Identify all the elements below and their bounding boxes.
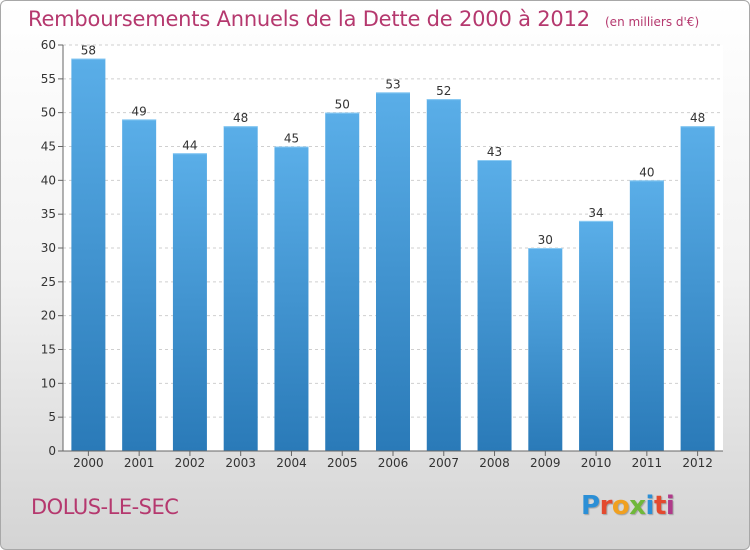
bar	[477, 160, 512, 452]
value-label: 52	[436, 84, 451, 98]
proxiti-logo: Proxiti	[581, 491, 675, 521]
y-tick-label: 55	[41, 72, 56, 86]
value-label: 58	[81, 44, 96, 58]
value-label: 30	[538, 233, 553, 247]
value-label: 48	[233, 111, 248, 125]
bar	[325, 112, 360, 452]
x-tick-label: 2009	[530, 456, 561, 470]
y-tick-label: 40	[41, 173, 56, 187]
x-tick-label: 2001	[124, 456, 155, 470]
y-tick-label: 45	[41, 140, 56, 154]
y-tick-label: 50	[41, 106, 56, 120]
logo-letter: t	[653, 491, 666, 521]
x-tick-label: 2000	[73, 456, 104, 470]
y-tick-label: 0	[48, 444, 56, 458]
y-tick-labels: 0 5 10 15 20 25 30 35 40 45 50 55 60	[41, 38, 56, 458]
bar	[680, 126, 715, 451]
logo-letter: o	[611, 491, 630, 521]
value-label: 53	[385, 77, 400, 91]
logo-letter: x	[629, 491, 646, 521]
chart-subtitle: (en milliers d'€)	[605, 15, 700, 29]
value-label: 40	[639, 165, 654, 179]
x-tick-label: 2008	[479, 456, 510, 470]
bar	[172, 153, 207, 451]
x-tick-label: 2005	[327, 456, 358, 470]
y-tick-label: 25	[41, 275, 56, 289]
value-labels: 58 49 44 48 45 50 53 52 43 30 34 40 48	[81, 44, 706, 247]
bar	[629, 180, 664, 452]
y-tick-label: 5	[48, 410, 56, 424]
bar	[274, 146, 309, 451]
x-tick-label: 2007	[428, 456, 459, 470]
value-label: 43	[487, 145, 502, 159]
y-tick-label: 20	[41, 309, 56, 323]
x-tick-label: 2010	[581, 456, 612, 470]
x-tick-labels: 2000 2001 2002 2003 2004 2005 2006 2007 2008 2009…	[73, 451, 713, 470]
value-label: 49	[132, 104, 147, 118]
y-tick-label: 15	[41, 343, 56, 357]
x-tick-label: 2004	[276, 456, 307, 470]
bars	[71, 58, 715, 452]
bar	[579, 220, 614, 451]
logo-letter: i	[665, 491, 675, 521]
value-label: 48	[690, 111, 705, 125]
x-tick-label: 2003	[225, 456, 256, 470]
x-tick-label: 2006	[378, 456, 409, 470]
x-tick-label: 2012	[682, 456, 713, 470]
bar	[71, 58, 106, 452]
bar	[528, 248, 563, 451]
title-row: Remboursements Annuels de la Dette de 20…	[28, 7, 699, 31]
x-tick-label: 2002	[175, 456, 206, 470]
logo-letter: P	[581, 491, 600, 521]
bar	[223, 126, 258, 451]
y-tick-label: 30	[41, 241, 56, 255]
value-label: 44	[182, 138, 197, 152]
logo-letter: r	[599, 491, 613, 521]
value-label: 34	[588, 206, 603, 220]
y-tick-label: 35	[41, 207, 56, 221]
chart-title: Remboursements Annuels de la Dette de 20…	[28, 7, 590, 31]
bar	[376, 92, 410, 451]
commune-name: DOLUS-LE-SEC	[31, 495, 179, 519]
y-tick-label: 10	[41, 376, 56, 390]
y-tick-label: 60	[41, 38, 56, 52]
bar	[122, 119, 157, 451]
bar	[426, 99, 461, 451]
logo-letter: i	[645, 491, 655, 521]
value-label: 50	[335, 98, 350, 112]
value-label: 45	[284, 132, 299, 146]
x-tick-label: 2011	[632, 456, 663, 470]
